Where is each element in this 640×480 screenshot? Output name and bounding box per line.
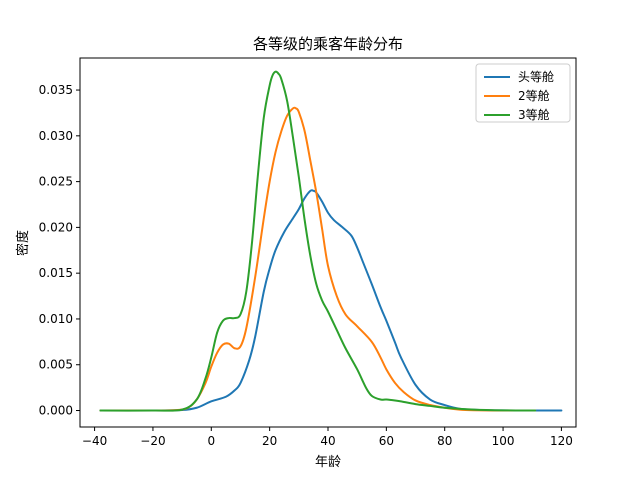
y-tick-label: 0.025	[39, 175, 73, 189]
y-tick-label: 0.035	[39, 83, 73, 97]
legend: 头等舱 2等舱 3等舱	[475, 63, 571, 123]
x-tick-label: −20	[140, 434, 165, 448]
x-tick-label: 40	[320, 434, 335, 448]
legend-box	[475, 63, 571, 123]
series-line-2	[99, 106, 537, 412]
legend-label: 3等舱	[518, 108, 550, 122]
x-axis: −40 −20 0 20 40 60 80 100 120	[82, 427, 573, 448]
x-tick-label: 60	[379, 434, 394, 448]
y-tick-label: 0.005	[39, 358, 73, 372]
chart-title: 各等级的乘客年龄分布	[253, 35, 403, 53]
legend-label: 2等舱	[518, 89, 550, 103]
x-tick-label: 20	[262, 434, 277, 448]
y-tick-label: 0.000	[39, 404, 73, 418]
y-axis: 0.000 0.005 0.010 0.015 0.020 0.025 0.030 0.035	[39, 83, 80, 418]
series-line-1	[99, 189, 563, 412]
x-axis-title: 年龄	[315, 455, 341, 470]
y-axis-title: 密度	[15, 230, 31, 256]
plot-content	[99, 70, 563, 412]
series-line-3	[99, 70, 537, 412]
x-tick-label: 100	[492, 434, 515, 448]
x-tick-label: −40	[82, 434, 107, 448]
x-tick-label: 120	[550, 434, 573, 448]
legend-label: 头等舱	[518, 70, 554, 84]
y-tick-label: 0.015	[39, 266, 73, 280]
y-tick-label: 0.020	[39, 220, 73, 234]
x-tick-label: 0	[207, 434, 215, 448]
y-tick-label: 0.030	[39, 129, 73, 143]
y-tick-label: 0.010	[39, 312, 73, 326]
x-tick-label: 80	[437, 434, 452, 448]
